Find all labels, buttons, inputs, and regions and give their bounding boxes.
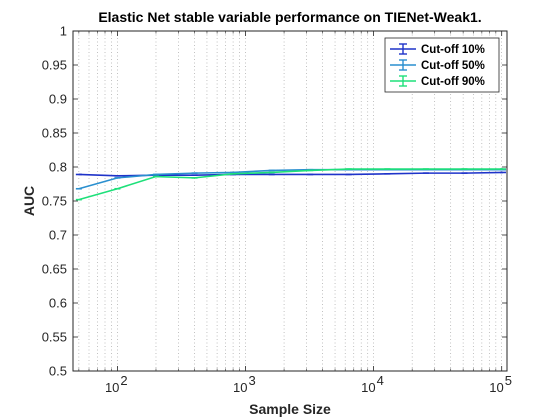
y-axis-title: AUC xyxy=(21,186,37,216)
x-tick-label-base: 10 xyxy=(489,380,503,395)
y-tick-label: 0.9 xyxy=(49,92,67,107)
x-tick-label: 10 5 xyxy=(489,373,512,395)
y-tick-label: 0.55 xyxy=(42,330,67,345)
x-tick-label: 10 4 xyxy=(361,373,384,395)
y-tick-label: 0.75 xyxy=(42,194,67,209)
legend-label: Cut-off 50% xyxy=(421,60,485,72)
x-tick-label-base: 10 xyxy=(105,380,119,395)
y-tick-labels: 0.5 0.55 0.6 0.65 0.7 0.75 0.8 0.85 0.9 0.95 1 xyxy=(42,24,67,379)
x-tick-label: 10 2 xyxy=(105,373,128,395)
legend-label: Cut-off 10% xyxy=(421,44,485,56)
y-tick-label: 0.85 xyxy=(42,126,67,141)
x-tick-label: 10 3 xyxy=(233,373,256,395)
x-tick-label-exponent: 4 xyxy=(377,373,384,388)
x-tick-label-base: 10 xyxy=(233,380,247,395)
legend: Cut-off 10% Cut-off 50% Cut-off 90% xyxy=(385,38,499,92)
x-axis-title: Sample Size xyxy=(249,401,331,417)
y-tick-label: 1 xyxy=(60,24,67,39)
y-tick-label: 0.5 xyxy=(49,364,67,379)
x-tick-labels: 10 2 10 3 10 4 10 5 xyxy=(105,373,512,395)
legend-label: Cut-off 90% xyxy=(421,76,485,88)
x-tick-label-exponent: 5 xyxy=(505,373,512,388)
y-tick-label: 0.65 xyxy=(42,262,67,277)
x-tick-label-exponent: 3 xyxy=(249,373,256,388)
x-tick-label-base: 10 xyxy=(361,380,375,395)
y-tick-label: 0.8 xyxy=(49,160,67,175)
chart-title: Elastic Net stable variable performance … xyxy=(98,9,481,25)
y-tick-label: 0.95 xyxy=(42,58,67,73)
x-tick-label-exponent: 2 xyxy=(120,373,127,388)
y-tick-label: 0.7 xyxy=(49,228,67,243)
y-tick-label: 0.6 xyxy=(49,296,67,311)
